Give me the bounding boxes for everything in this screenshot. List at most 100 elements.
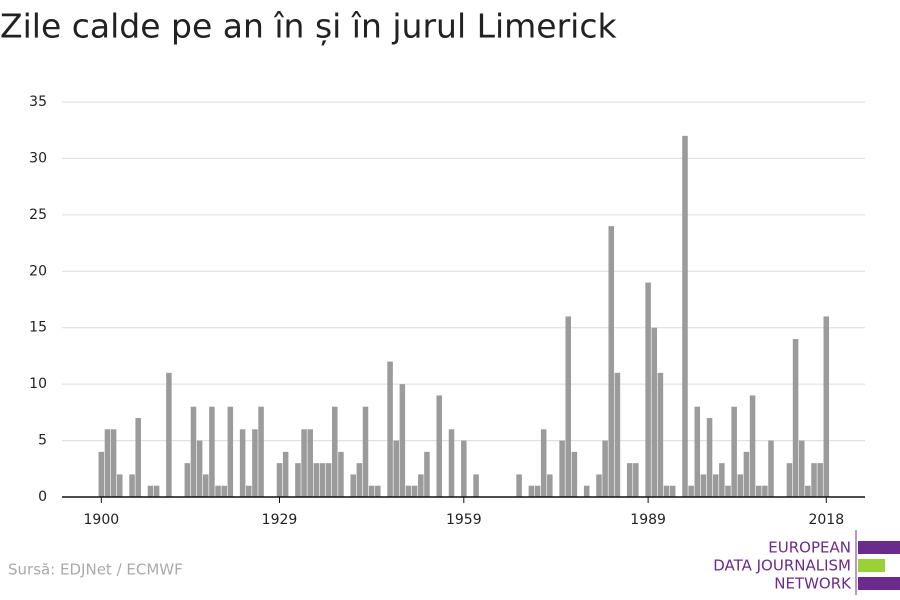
bar <box>258 406 264 497</box>
bar <box>135 418 141 497</box>
bar <box>436 395 442 497</box>
logo-text: DATA JOURNALISM <box>713 557 851 575</box>
bar <box>215 485 221 497</box>
bar <box>252 429 258 497</box>
bar <box>203 474 209 497</box>
logo-text: EUROPEAN <box>768 539 851 557</box>
bar <box>719 463 725 497</box>
bar <box>608 226 615 497</box>
bar <box>682 135 688 497</box>
logo-text: NETWORK <box>774 575 852 593</box>
bar <box>792 339 799 497</box>
bar <box>301 429 307 497</box>
y-tick-label: 15 <box>29 320 47 336</box>
bar <box>116 474 123 497</box>
bar <box>368 485 375 497</box>
bar <box>209 406 215 497</box>
y-tick-label: 5 <box>38 433 47 449</box>
bar <box>633 463 639 497</box>
bar <box>762 485 768 497</box>
bar <box>596 474 602 497</box>
bar <box>571 451 578 497</box>
bar <box>786 463 793 497</box>
bar <box>725 485 731 497</box>
bar <box>332 406 338 497</box>
bar <box>540 429 547 497</box>
x-tick-label: 1959 <box>446 512 482 528</box>
bar <box>694 406 701 497</box>
bar <box>626 463 633 497</box>
bar <box>387 361 393 497</box>
bar <box>424 451 430 497</box>
bar <box>749 395 756 497</box>
bar <box>356 463 363 497</box>
bar <box>516 474 522 497</box>
bar <box>547 474 553 497</box>
bar <box>805 485 811 497</box>
bar <box>227 406 234 497</box>
bar <box>559 440 565 497</box>
bar <box>110 429 117 497</box>
bar <box>184 463 191 497</box>
bar <box>338 451 344 497</box>
bar <box>663 485 670 497</box>
bar <box>295 463 301 497</box>
y-tick-label: 10 <box>29 376 47 392</box>
bar <box>98 451 105 497</box>
bar <box>147 485 154 497</box>
bar <box>411 485 418 497</box>
bar <box>669 485 676 497</box>
bar <box>731 406 737 497</box>
bar <box>399 384 406 497</box>
bar <box>166 372 172 497</box>
bar <box>823 316 830 497</box>
bar <box>737 474 744 497</box>
bar <box>319 463 326 497</box>
bar <box>325 463 332 497</box>
bar <box>104 429 111 497</box>
bar <box>614 372 621 497</box>
bar <box>657 372 664 497</box>
bar <box>418 474 424 497</box>
bar <box>798 440 805 497</box>
bar <box>129 474 135 497</box>
bar <box>817 463 823 497</box>
bar <box>712 474 719 497</box>
bar <box>534 485 541 497</box>
chart-title: Zile calde pe an în și în jurul Limerick <box>0 7 617 46</box>
source: Sursă: EDJNet / ECMWF <box>8 561 183 579</box>
bar <box>706 418 713 497</box>
bar <box>768 440 774 497</box>
bar <box>190 406 197 497</box>
bar <box>393 440 399 497</box>
bar <box>583 485 590 497</box>
bar <box>528 485 535 497</box>
bar <box>246 485 252 497</box>
bar <box>755 485 762 497</box>
logo-bar <box>858 541 900 554</box>
bar <box>473 474 479 497</box>
bar <box>461 440 467 497</box>
bar <box>375 485 381 497</box>
y-tick-label: 0 <box>38 489 47 505</box>
bar <box>688 485 694 497</box>
y-tick-label: 25 <box>29 207 47 223</box>
bar <box>239 429 246 497</box>
bar <box>565 316 572 497</box>
bar <box>153 485 160 497</box>
bar <box>651 327 658 497</box>
x-tick-label: 1900 <box>84 512 120 528</box>
logo-bar <box>858 559 885 572</box>
bar <box>313 463 320 497</box>
bar <box>221 485 227 497</box>
bar <box>276 463 283 497</box>
y-tick-label: 30 <box>29 150 47 166</box>
bar <box>448 429 455 497</box>
bar <box>307 429 313 497</box>
x-tick-label: 1989 <box>630 512 666 528</box>
bar <box>743 451 750 497</box>
bar <box>602 440 608 497</box>
bar <box>362 406 369 497</box>
y-tick-label: 35 <box>29 94 47 110</box>
bar <box>282 451 289 497</box>
